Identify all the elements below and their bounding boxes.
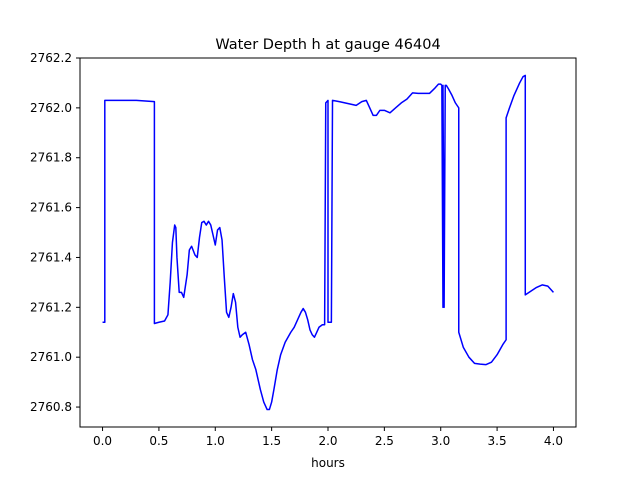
x-axis-label: hours bbox=[311, 456, 345, 470]
y-tick-label: 2761.0 bbox=[30, 350, 72, 364]
y-tick-label: 2761.8 bbox=[30, 151, 72, 165]
y-tick-label: 2760.8 bbox=[30, 400, 72, 414]
y-tick-label: 2762.2 bbox=[30, 51, 72, 65]
y-tick-label: 2762.0 bbox=[30, 101, 72, 115]
x-tick-label: 2.0 bbox=[318, 434, 337, 448]
x-tick-label: 0.0 bbox=[93, 434, 112, 448]
x-tick-label: 3.5 bbox=[488, 434, 507, 448]
y-tick-label: 2761.6 bbox=[30, 201, 72, 215]
x-tick-label: 2.5 bbox=[375, 434, 394, 448]
x-tick-label: 1.0 bbox=[206, 434, 225, 448]
y-tick-label: 2761.2 bbox=[30, 300, 72, 314]
chart-title: Water Depth h at gauge 46404 bbox=[215, 37, 440, 53]
x-tick-label: 3.0 bbox=[431, 434, 450, 448]
x-tick-label: 1.5 bbox=[262, 434, 281, 448]
x-tick-label: 4.0 bbox=[544, 434, 563, 448]
x-tick-label: 0.5 bbox=[149, 434, 168, 448]
y-tick-label: 2761.4 bbox=[30, 250, 72, 264]
